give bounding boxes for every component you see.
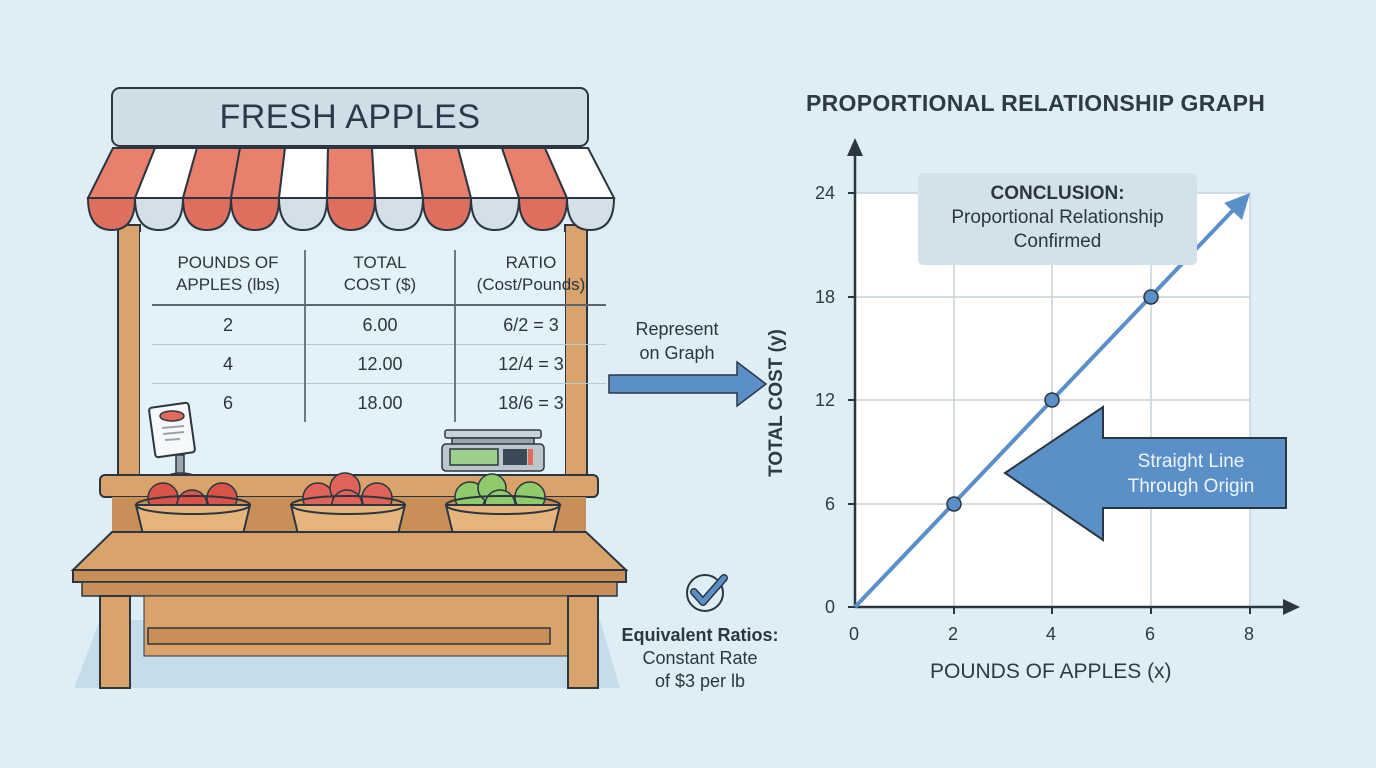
counter-leg-left [99,595,131,689]
left-post [117,224,141,486]
line-arrowhead-icon [1224,193,1250,220]
header-ratio: RATIO (Cost/Pounds) [454,250,606,306]
ratio-table: POUNDS OF APPLES (lbs) TOTAL COST ($) RATI… [152,250,606,422]
x-tick-0: 0 [849,624,860,644]
cell-ratio: 12/4 = 3 [454,344,606,384]
represent-on-graph-label: Represent on Graph [635,319,719,363]
proportional-line [853,204,1239,609]
cell-cost: 18.00 [304,383,455,422]
x-tick-8: 8 [1244,624,1255,644]
straight-line-callout-arrow-icon [1003,405,1287,542]
y-axis-label: TOTAL COST (y) [766,329,787,477]
weighing-scale-icon [441,429,545,472]
y-tick-24: 24 [815,183,836,203]
cell-ratio: 18/6 = 3 [454,383,606,422]
y-tick-12: 12 [815,390,836,410]
counter-top [70,531,629,571]
straight-line-callout-text: Straight Line Through Origin [1127,451,1255,497]
x-tick-6: 6 [1145,624,1156,644]
represent-arrow-icon [608,360,768,408]
y-axis-arrowhead-icon [847,138,863,156]
x-axis-label: POUNDS OF APPLES (x) [930,660,1172,683]
counter-leg-right [567,595,599,689]
data-point-2-6 [946,496,962,512]
cell-pounds: 2 [222,314,233,335]
cell-pounds: 6 [152,383,305,422]
x-axis-arrowhead-icon [1283,599,1300,615]
cell-ratio: 6/2 = 3 [454,305,606,345]
x-tick-4: 4 [1046,624,1057,644]
table-row: 2 6.00 6/2 = 3 [152,305,606,345]
y-tick-0: 0 [825,597,836,617]
counter-edge [72,569,627,583]
data-point-4-12 [1044,392,1060,408]
cell-pounds: 4 [152,344,305,384]
y-tick-6: 6 [825,494,836,514]
cell-cost: 12.00 [304,344,455,384]
sign-board [111,87,589,147]
cell-cost: 6.00 [304,305,455,345]
y-tick-18: 18 [815,287,836,307]
header-total-cost: TOTAL COST ($) [304,250,455,306]
checkmark-circle-icon [686,574,728,612]
awning [86,147,616,232]
data-point-6-18 [1143,289,1159,305]
x-tick-2: 2 [948,624,959,644]
counter-front [143,595,575,657]
graph-title: PROPORTIONAL RELATIONSHIP GRAPH [806,90,1266,116]
table-row: 6 18.00 18/6 = 3 [152,383,606,422]
counter-shelf [147,627,551,645]
table-row: 4 12.00 12/4 = 3 [152,344,606,384]
data-points [946,289,1159,512]
conclusion-box: CONCLUSION: Proportional Relationship Co… [918,173,1197,265]
header-pounds: POUNDS OF APPLES (lbs) [152,250,305,306]
stand-sign-title: FRESH APPLES [219,97,481,136]
equivalent-ratios-note: Equivalent Ratios: Constant Rate of $3 p… [621,625,779,691]
